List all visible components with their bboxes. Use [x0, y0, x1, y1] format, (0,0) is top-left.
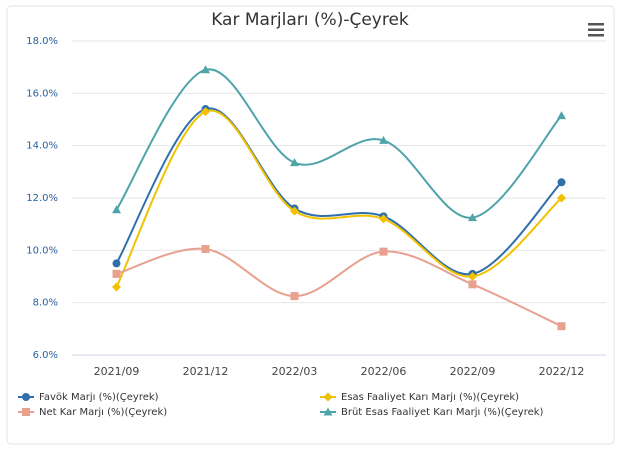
marker: [557, 178, 566, 187]
marker: [557, 111, 566, 120]
marker: [557, 193, 566, 203]
y-tick-label: 14.0%: [26, 141, 58, 152]
chart-title: Kar Marjları (%)-Çeyrek: [211, 10, 409, 30]
y-tick-label: 10.0%: [26, 245, 58, 256]
menu-bar[interactable]: [588, 28, 604, 32]
marker: [323, 407, 333, 416]
card: [6, 5, 615, 445]
marker: [112, 269, 121, 278]
legend-item[interactable]: Net Kar Marjı (%)(Çeyrek): [18, 407, 167, 418]
marker: [468, 272, 477, 281]
menu-bar[interactable]: [588, 23, 604, 26]
x-tick-label: 2021/09: [94, 365, 140, 378]
legend-label: Esas Faaliyet Karı Marjı (%)(Çeyrek): [341, 392, 519, 403]
menu-bar[interactable]: [588, 34, 604, 37]
series-line: [115, 68, 563, 219]
legend-label: Favök Marjı (%)(Çeyrek): [39, 392, 159, 403]
marker: [112, 205, 121, 214]
marker: [112, 282, 121, 292]
marker: [201, 245, 210, 254]
legend-item[interactable]: Favök Marjı (%)(Çeyrek): [18, 392, 159, 403]
marker: [379, 214, 388, 224]
series-line: [115, 107, 563, 276]
y-tick-label: 16.0%: [26, 88, 58, 99]
x-tick-label: 2022/09: [450, 365, 496, 378]
marker: [290, 206, 299, 216]
marker: [201, 107, 210, 117]
marker: [468, 213, 477, 222]
marker: [22, 393, 30, 401]
menu-icon[interactable]: [588, 23, 604, 37]
marker: [112, 259, 121, 268]
y-tick-label: 18.0%: [26, 36, 58, 47]
marker: [468, 280, 477, 289]
x-tick-label: 2021/12: [183, 365, 229, 378]
legend-label: Net Kar Marjı (%)(Çeyrek): [39, 407, 167, 418]
marker: [323, 392, 333, 402]
x-tick-label: 2022/12: [539, 365, 585, 378]
x-tick-label: 2022/06: [361, 365, 407, 378]
series-line: [116, 247, 562, 328]
marker: [379, 247, 388, 256]
marker: [379, 135, 388, 144]
marker: [22, 408, 30, 416]
legend-item[interactable]: Brüt Esas Faaliyet Karı Marjı (%)(Çeyrek…: [320, 407, 544, 418]
marker: [201, 65, 210, 74]
legend-label: Brüt Esas Faaliyet Karı Marjı (%)(Çeyrek…: [341, 407, 544, 418]
series-line: [115, 109, 563, 288]
x-tick-label: 2022/03: [272, 365, 318, 378]
legend-item[interactable]: Esas Faaliyet Karı Marjı (%)(Çeyrek): [320, 392, 519, 403]
marker: [290, 158, 299, 167]
marker: [290, 292, 299, 301]
y-tick-label: 6.0%: [33, 350, 58, 361]
y-tick-label: 12.0%: [26, 193, 58, 204]
y-tick-label: 8.0%: [33, 298, 58, 309]
marker: [557, 322, 566, 331]
